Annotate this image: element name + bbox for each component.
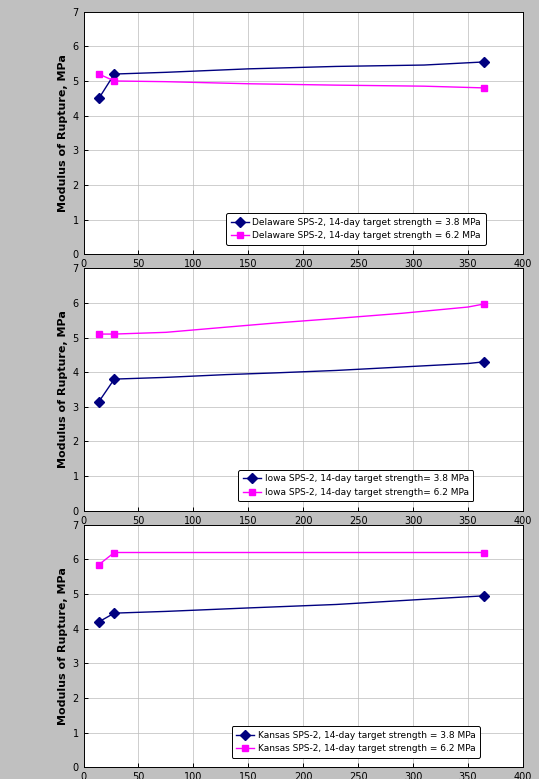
Legend: Delaware SPS-2, 14-day target strength = 3.8 MPa, Delaware SPS-2, 14-day target : Delaware SPS-2, 14-day target strength =…: [226, 213, 486, 245]
X-axis label: Specimen Age, days: Specimen Age, days: [240, 273, 366, 284]
Y-axis label: Modulus of Rupture, MPa: Modulus of Rupture, MPa: [58, 54, 68, 212]
Y-axis label: Modulus of Rupture, MPa: Modulus of Rupture, MPa: [58, 567, 68, 725]
Legend: Iowa SPS-2, 14-day target strength= 3.8 MPa, Iowa SPS-2, 14-day target strength=: Iowa SPS-2, 14-day target strength= 3.8 …: [238, 470, 473, 502]
Y-axis label: Modulus of Rupture, MPa: Modulus of Rupture, MPa: [58, 311, 68, 468]
Legend: Kansas SPS-2, 14-day target strength = 3.8 MPa, Kansas SPS-2, 14-day target stre: Kansas SPS-2, 14-day target strength = 3…: [232, 726, 480, 758]
X-axis label: Specimen Age, days: Specimen Age, days: [240, 530, 366, 540]
